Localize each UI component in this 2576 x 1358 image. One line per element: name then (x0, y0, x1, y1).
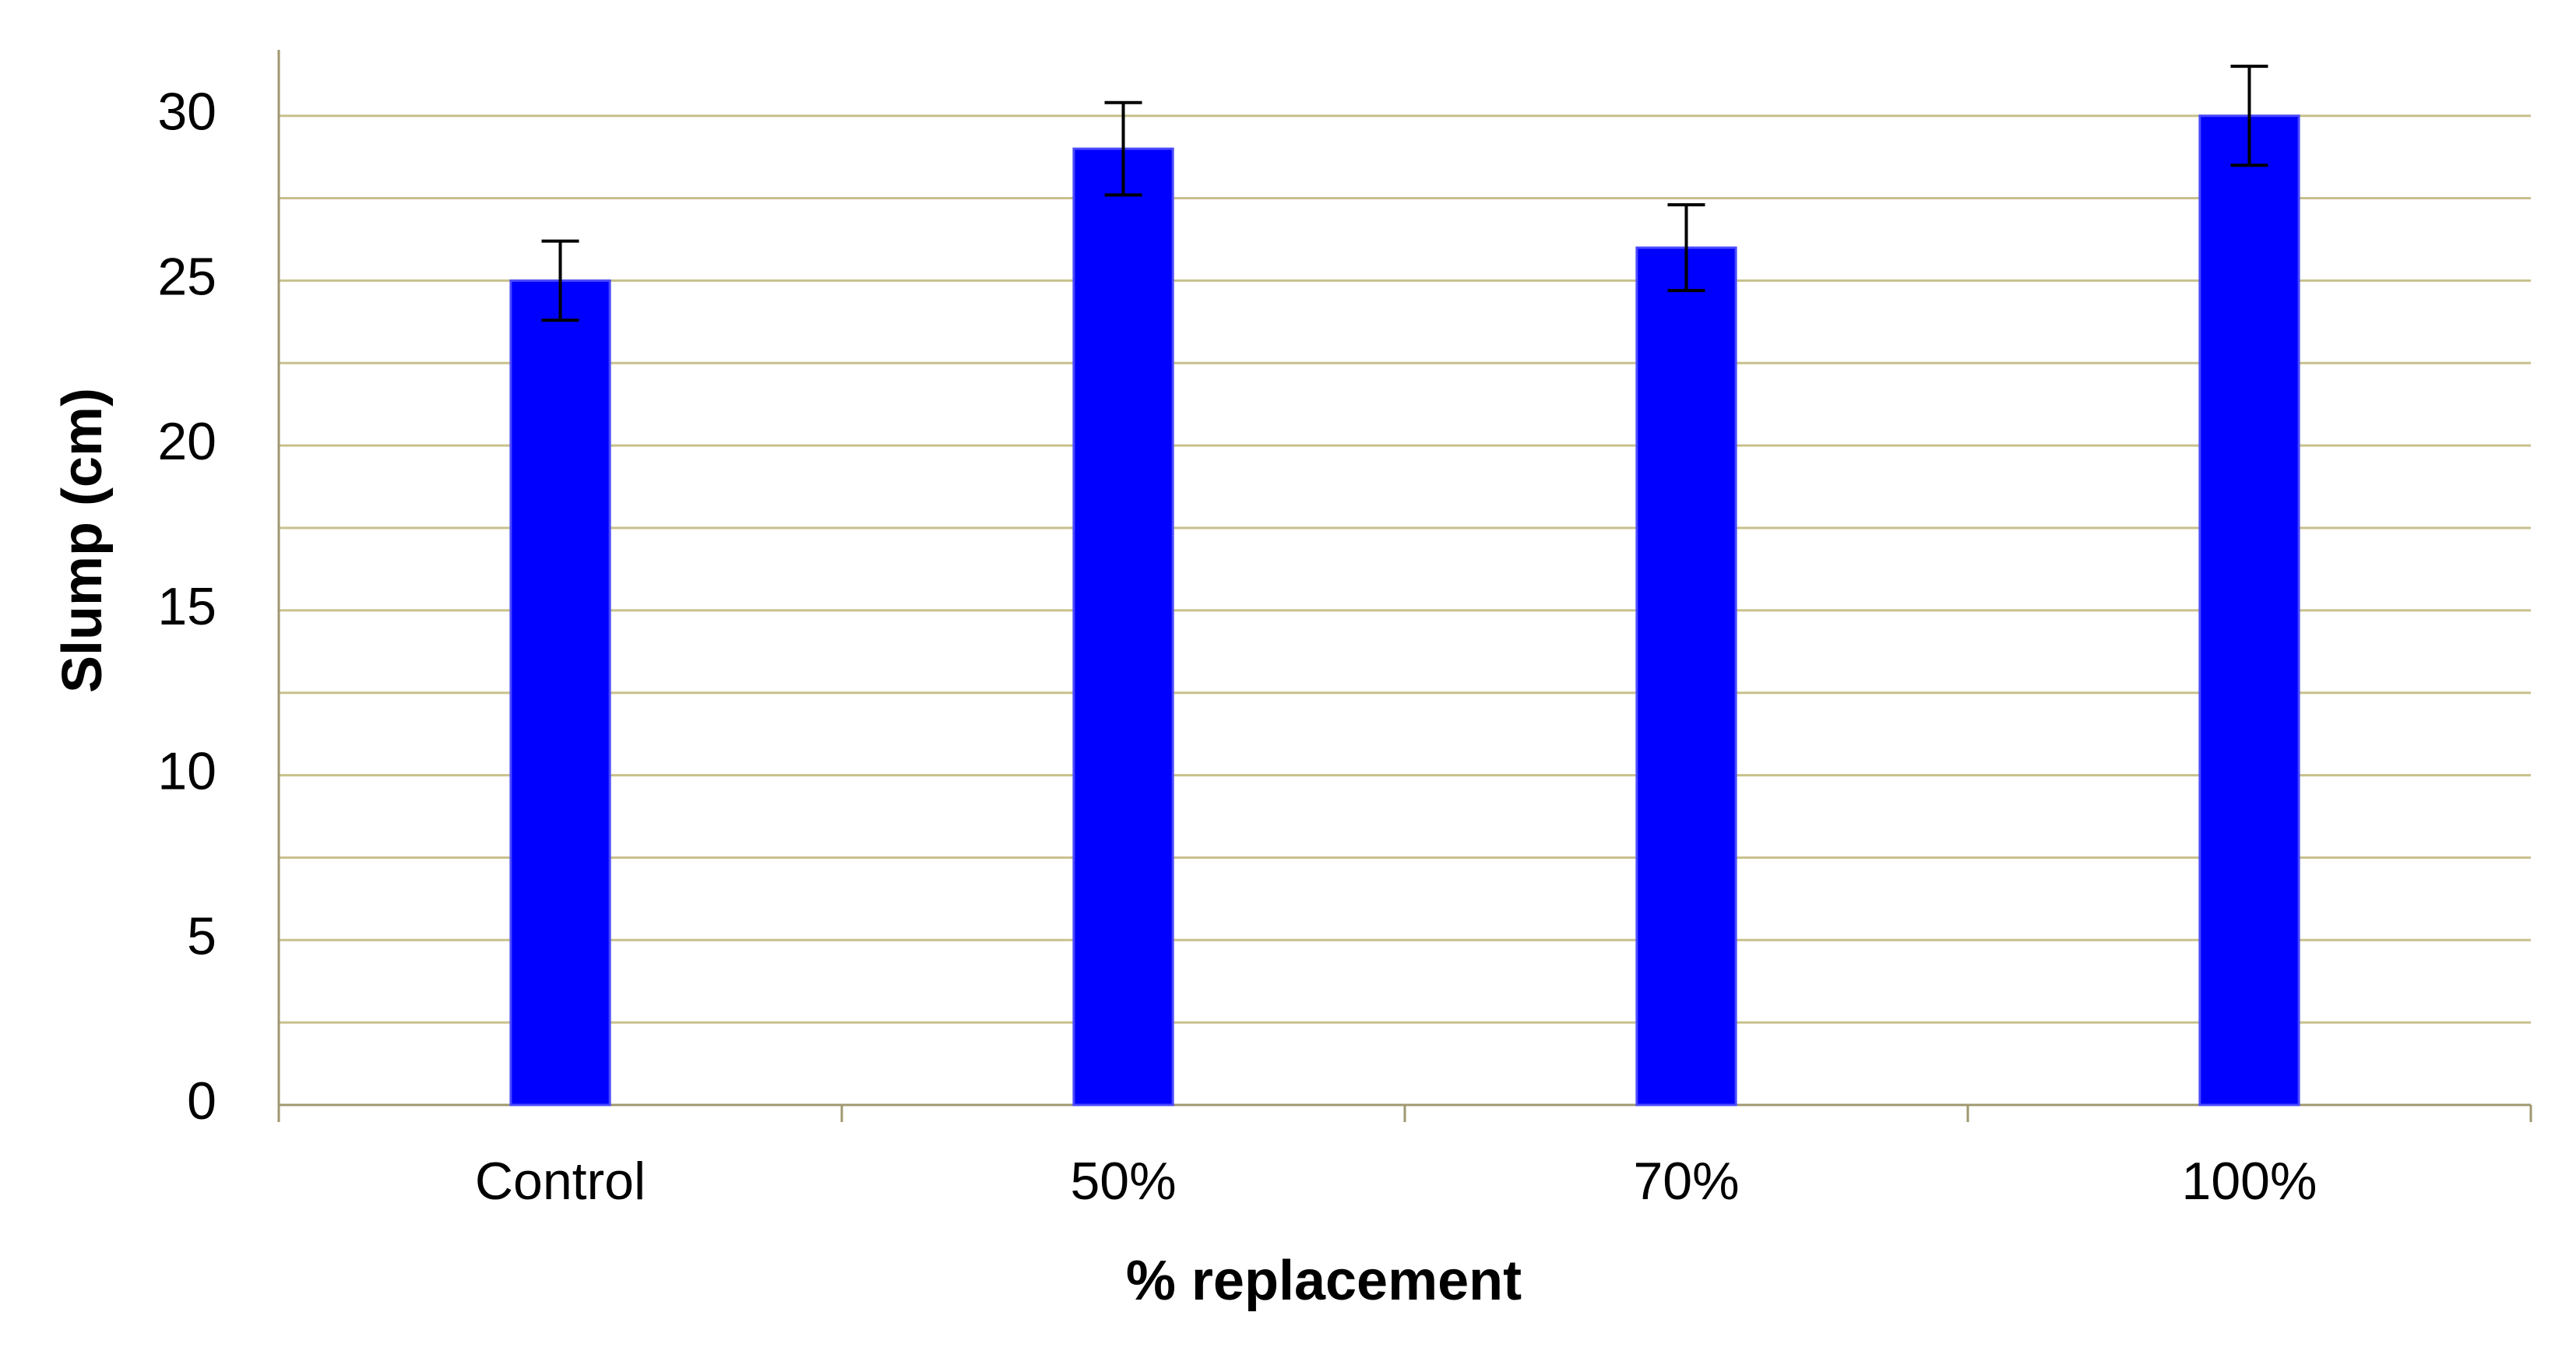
bar (509, 279, 611, 1106)
y-tick-label: 15 (157, 577, 216, 636)
y-tick-label: 20 (157, 412, 216, 471)
x-axis-title: % replacement (1126, 1250, 1522, 1312)
bar (1072, 147, 1174, 1106)
x-tick-label: Control (475, 1152, 646, 1211)
y-tick-label: 5 (187, 906, 216, 966)
x-tick-label: 50% (1070, 1152, 1176, 1211)
error-bar (1104, 100, 1142, 197)
y-tick-label: 30 (157, 83, 216, 142)
y-tick-label: 10 (157, 742, 216, 801)
y-tick-label: 0 (187, 1071, 216, 1131)
bar (1635, 246, 1737, 1106)
y-tick-label: 25 (157, 247, 216, 306)
error-bar (1667, 203, 1705, 293)
x-tick-label: 70% (1633, 1152, 1739, 1211)
error-bar (2230, 65, 2268, 167)
x-tick-label: 100% (2182, 1152, 2317, 1211)
bar (2198, 114, 2300, 1106)
error-bar (541, 239, 579, 322)
y-axis-title: Slump (cm) (51, 388, 114, 693)
